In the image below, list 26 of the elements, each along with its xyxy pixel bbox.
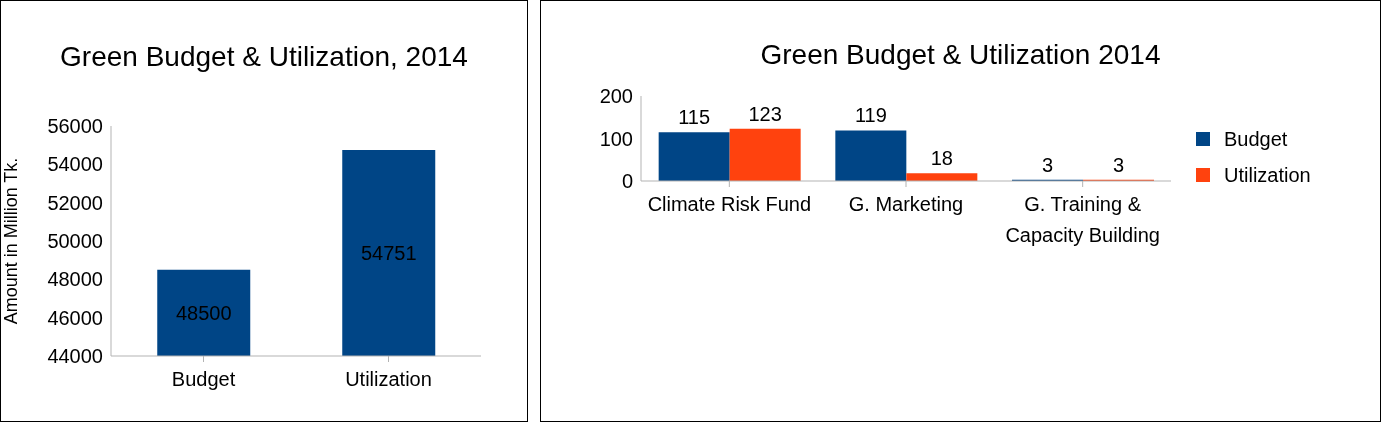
data-label: 3 bbox=[1041, 153, 1054, 176]
chart-title: Green Budget & Utilization, 2014 bbox=[59, 41, 469, 73]
x-tick-label: G. Training & Capacity Building bbox=[1005, 193, 1160, 247]
y-tick-label: 50000 bbox=[47, 230, 103, 253]
legend-label: Utilization bbox=[1224, 163, 1311, 187]
chart-title: Green Budget & Utilization 2014 bbox=[759, 39, 1162, 71]
data-label: 115 bbox=[678, 106, 711, 129]
y-axis-title: Amount in Million Tk. bbox=[1, 157, 22, 325]
data-label: 18 bbox=[930, 147, 953, 170]
y-tick-label: 200 bbox=[599, 85, 633, 108]
legend-label: Budget bbox=[1224, 127, 1288, 151]
x-tick-label: G. Marketing bbox=[848, 193, 964, 216]
y-tick-label: 52000 bbox=[47, 191, 103, 214]
x-tick-label: Climate Risk Fund bbox=[647, 193, 812, 216]
y-tick-label: 48000 bbox=[47, 268, 103, 291]
y-tick-label: 100 bbox=[599, 127, 633, 150]
data-label: 54751 bbox=[360, 242, 417, 265]
data-label: 123 bbox=[748, 102, 782, 125]
data-label: 48500 bbox=[175, 301, 232, 324]
y-tick-label: 46000 bbox=[47, 306, 103, 329]
y-tick-label: 44000 bbox=[47, 345, 103, 368]
y-tick-label: 54000 bbox=[47, 153, 103, 176]
data-label: 3 bbox=[1112, 153, 1125, 176]
data-label: 119 bbox=[854, 104, 887, 127]
y-tick-label: 56000 bbox=[47, 115, 103, 138]
y-tick-label: 0 bbox=[621, 170, 633, 193]
